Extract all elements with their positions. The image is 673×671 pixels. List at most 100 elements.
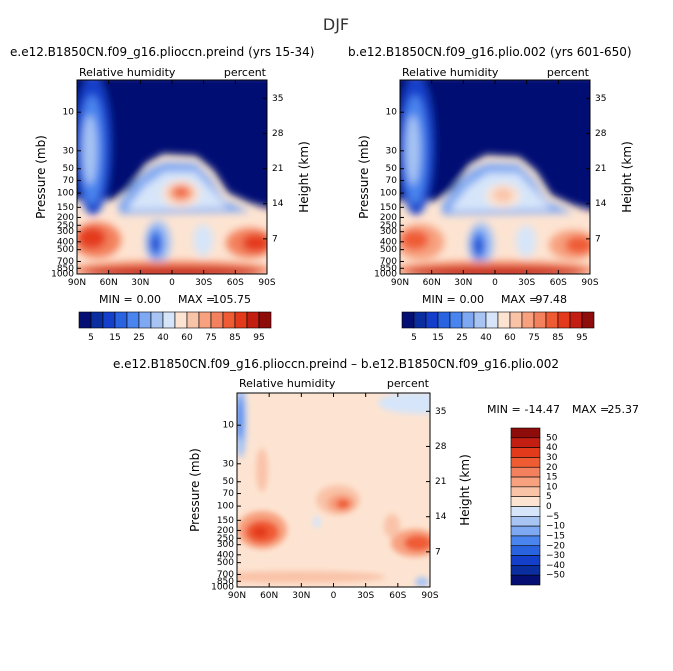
colorbar-swatch: [521, 311, 535, 329]
colorbar-swatch: [533, 311, 547, 329]
x-tick-label: 60S: [550, 278, 567, 288]
colorbar-swatch: [510, 574, 541, 586]
y-tick-label: 1000: [51, 270, 74, 280]
height-tick-label: 21: [595, 164, 606, 174]
colorbar-swatch: [401, 311, 415, 329]
y-tick-label: 50: [223, 477, 235, 487]
colorbar-swatch: [510, 516, 541, 527]
x-tick-label: 0: [331, 591, 337, 601]
colorbar-swatch: [510, 437, 541, 448]
x-tick-label: 90N: [68, 278, 86, 288]
colorbar-label: 5: [88, 333, 94, 343]
max-label: MAX =: [178, 293, 215, 306]
colorbar-swatch: [198, 311, 212, 329]
min-value: 0.00: [137, 293, 162, 306]
min-label: MIN =: [99, 293, 133, 306]
colorbar-label: −20: [546, 541, 565, 551]
colorbar-swatch: [461, 311, 475, 329]
colorbar-label: 95: [253, 333, 264, 343]
contour-field: [237, 393, 430, 587]
colorbar-label: 75: [205, 333, 216, 343]
contour-field: [400, 80, 590, 274]
height-tick-label: 21: [272, 164, 283, 174]
colorbar: 5 15 25 40 60 75 85 95: [78, 311, 272, 343]
variable-label: Relative humidity: [402, 66, 499, 79]
colorbar-swatch: [510, 476, 541, 488]
colorbar: 5 15 25 40 60 75 85 95: [401, 311, 595, 343]
colorbar-swatch: [569, 311, 583, 329]
colorbar-label: 5: [411, 333, 417, 343]
colorbar-swatch: [510, 506, 541, 517]
colorbar-swatch: [557, 311, 571, 329]
colorbar-label: 40: [546, 443, 558, 453]
max-value: 25.37: [608, 403, 640, 416]
colorbar-swatch: [510, 545, 541, 556]
x-tick-label: 90N: [228, 591, 246, 601]
panel-preind: e.e12.B1850CN.f09_g16.plioccn.preind (yr…: [10, 45, 314, 343]
height-tick-label: 7: [272, 234, 278, 244]
colorbar-label: 95: [576, 333, 587, 343]
colorbar-swatch: [425, 311, 439, 329]
colorbar-swatch: [234, 311, 248, 329]
x-tick-label: 60N: [423, 278, 441, 288]
colorbar-swatch: [510, 427, 541, 439]
panel-title: e.e12.B1850CN.f09_g16.plioccn.preind (yr…: [10, 45, 314, 59]
y-tick-label: 150: [57, 203, 74, 213]
y-tick-label: 1000: [374, 270, 397, 280]
y-tick-label: 300: [380, 227, 397, 237]
colorbar-label: 50: [546, 433, 558, 443]
height-tick-label: 21: [435, 477, 446, 487]
axes: 90N 60N 30N 0 30S 60S 90S103050701001502002503…: [51, 80, 284, 288]
colorbar-swatch: [473, 311, 487, 329]
height-tick-label: 28: [435, 442, 447, 452]
x-tick-label: 60N: [100, 278, 118, 288]
y-tick-label: 10: [386, 108, 398, 118]
colorbar-label: 15: [109, 333, 120, 343]
x-tick-label: 90S: [581, 278, 598, 288]
y-tick-label: 30: [386, 146, 398, 156]
colorbar-swatch: [210, 311, 224, 329]
x-tick-label: 90S: [258, 278, 275, 288]
colorbar-label: −5: [546, 512, 559, 522]
y-tick-label: 70: [63, 176, 75, 186]
colorbar-swatch: [437, 311, 451, 329]
x-tick-label: 30N: [131, 278, 149, 288]
contour-field: [77, 80, 267, 274]
y-tick-label: 70: [386, 176, 398, 186]
unit-label: percent: [224, 66, 267, 79]
y-tick-label: 100: [217, 502, 234, 512]
axes: 90N 60N 30N 0 30S 60S 90S103050701001502002503…: [211, 393, 447, 601]
y-tick-label: 100: [380, 189, 397, 199]
colorbar-label: 85: [552, 333, 563, 343]
x-tick-label: 90S: [421, 591, 438, 601]
axes: 90N 60N 30N 0 30S 60S 90S103050701001502002503…: [374, 80, 607, 288]
height-tick-label: 35: [272, 94, 283, 104]
min-value: -14.47: [525, 403, 560, 416]
colorbar-swatch: [545, 311, 559, 329]
height-tick-label: 35: [595, 94, 606, 104]
y-axis-label: Pressure (mb): [188, 448, 202, 532]
colorbar-label: 25: [133, 333, 144, 343]
colorbar-label: −50: [546, 571, 565, 581]
colorbar-swatch: [497, 311, 511, 329]
y-tick-label: 50: [386, 164, 398, 174]
height-tick-label: 28: [595, 129, 607, 139]
colorbar-swatch: [90, 311, 104, 329]
y-tick-label: 200: [217, 526, 234, 536]
colorbar-label: 20: [546, 463, 558, 473]
y-tick-label: 150: [380, 203, 397, 213]
colorbar-swatch: [246, 311, 260, 329]
colorbar-label: 40: [157, 333, 169, 343]
min-label: MIN =: [487, 403, 521, 416]
y-tick-label: 30: [63, 146, 75, 156]
colorbar-swatch: [222, 311, 236, 329]
y-tick-label: 250: [217, 534, 234, 544]
unit-label: percent: [547, 66, 590, 79]
max-value: 105.75: [213, 293, 252, 306]
colorbar-swatch: [126, 311, 140, 329]
x-tick-label: 30N: [292, 591, 310, 601]
x-tick-label: 60S: [389, 591, 406, 601]
colorbar-swatch: [186, 311, 200, 329]
unit-label: percent: [387, 377, 430, 390]
